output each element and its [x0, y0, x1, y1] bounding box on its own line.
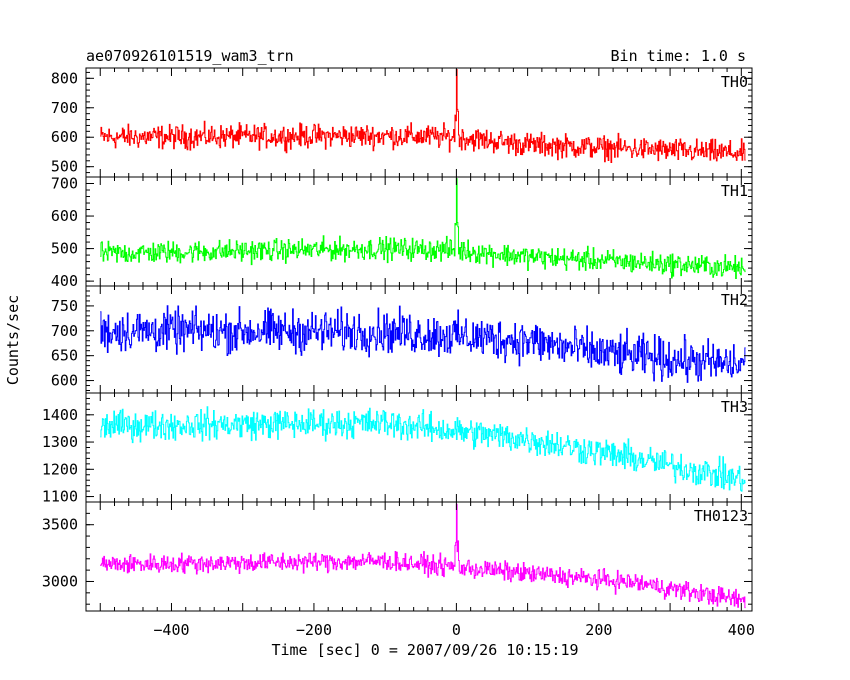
- y-tick-label: 1100: [42, 488, 78, 506]
- y-tick-label: 800: [51, 69, 78, 87]
- series-line-th3: [100, 406, 746, 492]
- panel-frame: [85, 392, 753, 503]
- x-tick-label: −200: [296, 621, 332, 639]
- y-tick-label: 500: [51, 240, 78, 258]
- y-tick-label: 600: [51, 207, 78, 225]
- y-tick-label: 750: [51, 297, 78, 315]
- y-tick-label: 600: [51, 128, 78, 146]
- x-axis-label: Time [sec] 0 = 2007/09/26 10:15:19: [271, 641, 578, 659]
- panel-label-th1: TH1: [721, 182, 748, 200]
- y-tick-label: 3500: [42, 516, 78, 534]
- panel-label-th3: TH3: [721, 398, 748, 416]
- series-line-th1: [100, 178, 746, 279]
- series-line-th2: [100, 305, 746, 383]
- y-tick-label: 700: [51, 322, 78, 340]
- panel-label-th0123: TH0123: [694, 507, 748, 525]
- panel-th1: 400 500 600 700 TH1: [51, 175, 753, 290]
- panel-frame: [85, 285, 753, 394]
- y-tick-label: 700: [51, 175, 78, 193]
- x-tick-label: 0: [452, 621, 461, 639]
- panel-th0123: 3000 3500 TH0123: [42, 501, 753, 612]
- y-tick-label: 1200: [42, 460, 78, 478]
- y-axis-label: Counts/sec: [4, 295, 22, 385]
- panels-group: 500 600 700 800 TH0 400 500 600 700 TH1 600 650 700 7…: [42, 67, 755, 639]
- series-line-th0123: [100, 503, 746, 609]
- y-tick-label: 1300: [42, 433, 78, 451]
- panel-th2: 600 650 700 750 TH2: [51, 285, 753, 394]
- y-tick-label: 400: [51, 272, 78, 290]
- panel-th0: 500 600 700 800 TH0: [51, 67, 753, 178]
- x-tick-label: 400: [728, 621, 755, 639]
- panel-frame: [85, 67, 753, 178]
- panel-frame: [85, 501, 753, 612]
- panel-th3: 1100 1200 1300 1400 TH3: [42, 392, 753, 506]
- x-tick-label: 200: [585, 621, 612, 639]
- y-tick-label: 650: [51, 347, 78, 365]
- y-tick-label: 500: [51, 158, 78, 176]
- y-tick-label: 700: [51, 99, 78, 117]
- panel-label-th2: TH2: [721, 291, 748, 309]
- series-line-th0: [100, 68, 746, 163]
- y-tick-label: 3000: [42, 572, 78, 590]
- x-tick-label: −400: [153, 621, 189, 639]
- source-title: ae070926101519_wam3_trn: [86, 47, 294, 65]
- y-tick-label: 1400: [42, 406, 78, 424]
- y-tick-label: 600: [51, 372, 78, 390]
- bin-time-label: Bin time: 1.0 s: [611, 47, 746, 65]
- panel-label-th0: TH0: [721, 73, 748, 91]
